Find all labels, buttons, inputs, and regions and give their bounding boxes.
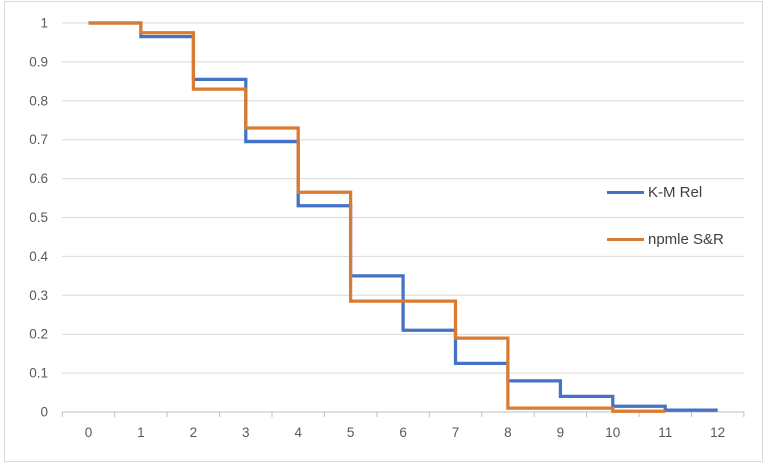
legend-label-km-rel: K-M Rel [648,184,703,201]
x-axis-label: 12 [710,425,725,440]
y-axis-label: 0.4 [29,249,48,264]
x-axis-label: 4 [294,425,302,440]
x-axis-label: 8 [504,425,512,440]
x-axis-label: 0 [85,425,93,440]
y-axis-label: 1 [40,16,48,31]
legend-line-swatch-orange [607,237,644,242]
x-axis-label: 6 [399,425,407,440]
x-axis-label: 9 [557,425,565,440]
x-axis-label: 7 [452,425,460,440]
x-axis-label: 2 [190,425,198,440]
legend-line-swatch-blue [607,190,644,195]
y-axis-label: 0.7 [29,132,48,147]
y-axis-label: 0.3 [29,288,48,303]
legend-item-npmle: npmle S&R [607,231,724,248]
x-axis-label: 11 [658,425,672,440]
y-axis-label: 0.8 [29,93,48,108]
legend-label-npmle: npmle S&R [648,231,724,248]
series-line-0 [88,21,718,412]
x-axis-label: 3 [242,425,250,440]
y-axis-label: 0.1 [29,366,48,381]
y-axis-label: 0.5 [29,210,48,225]
x-axis-label: 10 [605,425,620,440]
y-axis-label: 0.2 [29,327,48,342]
y-axis-label: 0.6 [29,171,48,186]
series-line-1 [88,21,666,413]
x-axis-label: 1 [137,425,145,440]
y-axis-label: 0.9 [29,54,48,69]
y-axis-label: 0 [40,405,48,420]
x-axis-label: 5 [347,425,355,440]
legend-item-km-rel: K-M Rel [607,184,702,201]
